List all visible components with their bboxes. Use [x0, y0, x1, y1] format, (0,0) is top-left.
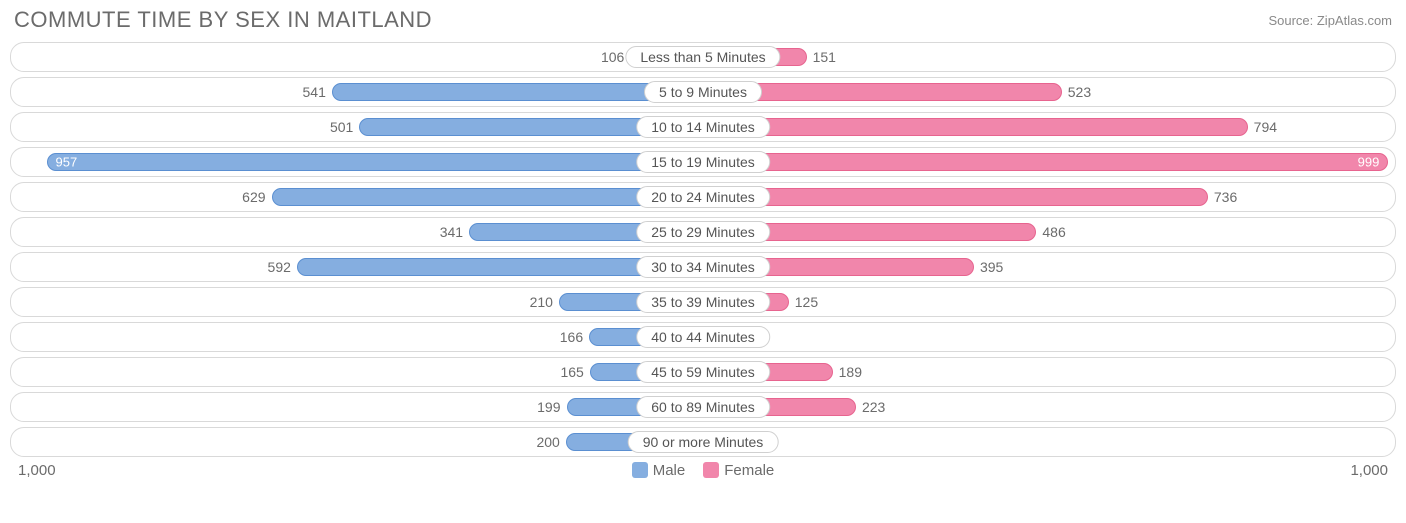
male-value: 957 [56, 155, 78, 170]
male-half: 106 [17, 46, 703, 68]
chart-row: 106 151 Less than 5 Minutes [10, 42, 1396, 72]
female-bar [703, 118, 1248, 136]
female-value: 125 [795, 294, 818, 310]
category-pill: 45 to 59 Minutes [636, 361, 770, 383]
female-half: 794 [703, 116, 1389, 138]
female-value: 395 [980, 259, 1003, 275]
male-value: 629 [242, 189, 265, 205]
male-value: 166 [560, 329, 583, 345]
female-half: 736 [703, 186, 1389, 208]
female-value: 794 [1254, 119, 1277, 135]
male-half: 165 [17, 361, 703, 383]
legend-female: Female [703, 462, 774, 479]
male-half: 629 [17, 186, 703, 208]
category-pill: 10 to 14 Minutes [636, 116, 770, 138]
female-bar: 999 [703, 153, 1388, 171]
male-half: 501 [17, 116, 703, 138]
male-half: 210 [17, 291, 703, 313]
category-pill: 30 to 34 Minutes [636, 256, 770, 278]
chart-header: Commute Time by Sex in Maitland Source: … [0, 0, 1406, 34]
legend-male: Male [632, 462, 686, 479]
chart-title: Commute Time by Sex in Maitland [14, 7, 432, 33]
male-value: 165 [560, 364, 583, 380]
female-half: 523 [703, 81, 1389, 103]
chart-row: 592 395 30 to 34 Minutes [10, 252, 1396, 282]
female-value: 189 [839, 364, 862, 380]
female-half: 395 [703, 256, 1389, 278]
female-value: 486 [1042, 224, 1065, 240]
female-value: 736 [1214, 189, 1237, 205]
chart-row: 165 189 45 to 59 Minutes [10, 357, 1396, 387]
legend-female-swatch [703, 462, 719, 478]
legend-male-swatch [632, 462, 648, 478]
category-pill: 90 or more Minutes [628, 431, 779, 453]
chart-row: 166 4340 to 44 Minutes [10, 322, 1396, 352]
male-value: 592 [268, 259, 291, 275]
category-pill: 20 to 24 Minutes [636, 186, 770, 208]
legend-male-label: Male [653, 462, 686, 479]
female-half: 43 [703, 326, 1389, 348]
male-value: 341 [440, 224, 463, 240]
chart-row: 501 794 10 to 14 Minutes [10, 112, 1396, 142]
male-value: 199 [537, 399, 560, 415]
category-pill: 5 to 9 Minutes [644, 81, 762, 103]
axis-max-left: 1,000 [18, 462, 56, 479]
category-pill: 60 to 89 Minutes [636, 396, 770, 418]
female-bar [703, 188, 1208, 206]
female-half: 151 [703, 46, 1389, 68]
male-half: 166 [17, 326, 703, 348]
chart-row: 200 1290 or more Minutes [10, 427, 1396, 457]
male-value: 210 [530, 294, 553, 310]
male-bar: 957 [47, 153, 704, 171]
male-value: 200 [536, 434, 559, 450]
category-pill: 25 to 29 Minutes [636, 221, 770, 243]
chart-row: 541 523 5 to 9 Minutes [10, 77, 1396, 107]
axis-max-right: 1,000 [1350, 462, 1388, 479]
female-half: 223 [703, 396, 1389, 418]
male-half: 957 [17, 151, 703, 173]
chart-row: 210 125 35 to 39 Minutes [10, 287, 1396, 317]
legend: Male Female [56, 462, 1351, 479]
chart-source: Source: ZipAtlas.com [1268, 13, 1392, 28]
female-half: 125 [703, 291, 1389, 313]
category-pill: 40 to 44 Minutes [636, 326, 770, 348]
chart-row: 341 486 25 to 29 Minutes [10, 217, 1396, 247]
female-value: 523 [1068, 84, 1091, 100]
female-half: 999 [703, 151, 1389, 173]
male-value: 501 [330, 119, 353, 135]
category-pill: 35 to 39 Minutes [636, 291, 770, 313]
legend-female-label: Female [724, 462, 774, 479]
male-half: 341 [17, 221, 703, 243]
chart-row: 629 736 20 to 24 Minutes [10, 182, 1396, 212]
male-value: 541 [303, 84, 326, 100]
chart-row: 199 223 60 to 89 Minutes [10, 392, 1396, 422]
female-half: 486 [703, 221, 1389, 243]
female-value: 999 [1358, 155, 1380, 170]
chart-footer: 1,000 Male Female 1,000 [0, 462, 1406, 479]
female-half: 12 [703, 431, 1389, 453]
male-half: 200 [17, 431, 703, 453]
male-half: 199 [17, 396, 703, 418]
category-pill: 15 to 19 Minutes [636, 151, 770, 173]
male-value: 106 [601, 49, 624, 65]
female-value: 223 [862, 399, 885, 415]
female-value: 151 [813, 49, 836, 65]
category-pill: Less than 5 Minutes [625, 46, 780, 68]
chart-row: 957 999 15 to 19 Minutes [10, 147, 1396, 177]
female-half: 189 [703, 361, 1389, 383]
butterfly-chart: 106 151 Less than 5 Minutes 541 523 5 to 9 Mi… [0, 34, 1406, 457]
male-half: 592 [17, 256, 703, 278]
male-half: 541 [17, 81, 703, 103]
